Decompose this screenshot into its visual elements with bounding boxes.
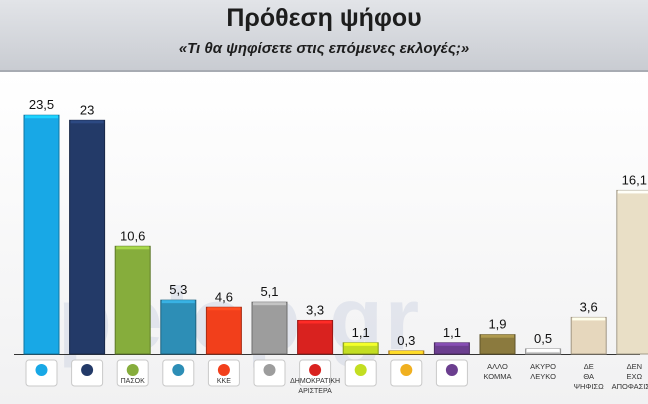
category-label: ΔΕΝ (627, 362, 642, 371)
bar-highlight (435, 342, 469, 346)
data-label: 3,3 (306, 302, 324, 317)
category-label: ΑΛΛΟ (487, 362, 508, 371)
bar-highlight (617, 190, 648, 194)
category-label: ΕΧΩ (626, 372, 642, 381)
bar (69, 119, 106, 355)
bar-highlight (526, 348, 560, 352)
data-label: 0,3 (397, 333, 415, 348)
category-label: ΔΗΜΟΚΡΑΤΙΚΗ (290, 378, 340, 385)
bar (205, 306, 242, 355)
data-label: 16,1 (622, 172, 647, 187)
bar-highlight (116, 246, 150, 250)
syriza-logo-mark (81, 364, 94, 376)
category-label: ΨΗΦΙΣΩ (574, 382, 604, 391)
bar-highlight (389, 350, 423, 354)
category-label: ΑΡΙΣΤΕΡΑ (298, 388, 332, 395)
bar-highlight (344, 342, 378, 346)
bar-highlight (161, 300, 195, 304)
bar-highlight (481, 334, 514, 338)
elia-logo-mark (172, 364, 185, 376)
data-label: 1,1 (443, 325, 461, 340)
bar (160, 299, 197, 355)
category-label: ΛΕΥΚΟ (530, 372, 556, 381)
bar-highlight (70, 120, 104, 124)
data-label: 23,5 (29, 97, 54, 112)
bar (23, 114, 60, 355)
bar (297, 319, 334, 355)
bar-highlight (572, 317, 606, 321)
category-label: ΚΚΕ (217, 378, 231, 385)
data-label: 0,5 (534, 331, 552, 346)
category-label: ΘΑ (583, 372, 594, 381)
category-label: ΠΑΣΟΚ (121, 378, 145, 385)
xa-logo-mark (263, 364, 276, 376)
dimar-logo-mark (309, 364, 322, 376)
category-label: ΔΕ (584, 362, 594, 371)
bar-highlight (25, 115, 58, 119)
bar (251, 301, 288, 355)
data-label: 10,6 (120, 228, 145, 243)
category-label: ΚΟΜΜΑ (483, 372, 511, 381)
chart-title: Πρόθεση ψήφου (226, 4, 422, 32)
laos-logo-mark (400, 364, 413, 376)
drasi-logo-mark (445, 364, 458, 376)
pasok-logo-mark (126, 364, 139, 376)
data-label: 23 (80, 102, 94, 117)
bar-highlight (298, 320, 332, 324)
bar (114, 245, 151, 355)
data-label: 5,3 (169, 282, 187, 297)
bar (616, 189, 648, 355)
kke-logo-mark (217, 364, 230, 376)
bar-highlight (207, 307, 241, 311)
bar (570, 316, 607, 355)
bar-highlight (253, 302, 286, 306)
category-label: ΑΚΥΡΟ (530, 362, 556, 371)
chart-subtitle: «Τι θα ψηφίσετε στις επόμενες εκλογές;» (178, 40, 470, 57)
data-label: 5,1 (260, 284, 278, 299)
greens-logo-mark (354, 364, 367, 376)
data-label: 4,6 (215, 289, 233, 304)
data-label: 3,6 (580, 299, 598, 314)
category-label: ΑΠΟΦΑΣΙΣΕΙ (612, 382, 648, 391)
nd-logo-mark (35, 364, 48, 376)
data-label: 1,1 (352, 325, 370, 340)
header-band: Πρόθεση ψήφου «Τι θα ψηφίσετε στις επόμε… (0, 0, 648, 72)
data-label: 1,9 (488, 317, 506, 332)
